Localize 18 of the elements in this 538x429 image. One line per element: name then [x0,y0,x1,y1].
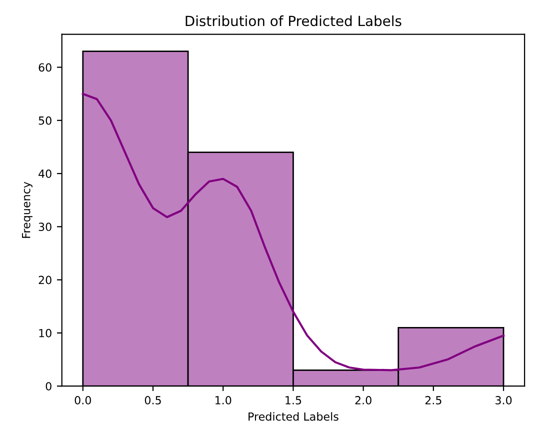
line-series [82,92,505,372]
y-tick-label: 10 [39,328,52,338]
x-tick-label: 2.0 [355,396,372,404]
y-tick-label: 30 [38,222,52,232]
x-tick-label: 2.5 [425,396,442,404]
x-tick-label: 1.0 [215,396,232,404]
x-tick-label: 1.5 [286,396,302,404]
x-axis-title: Predicted Labels [248,412,338,421]
y-axis-title: Frequency [22,182,32,238]
y-tick-label: 20 [38,276,52,284]
y-tick-label: 60 [38,63,52,72]
x-tick-label: 0.5 [144,396,161,404]
x-tick-label: 3.0 [496,396,512,404]
y-tick-label: 40 [38,170,52,178]
y-tick-label: 50 [38,116,52,125]
y-tick-label: 0 [46,382,52,390]
x-tick-label: 0.0 [74,396,91,404]
chart-title: Distribution of Predicted Labels [186,15,402,26]
